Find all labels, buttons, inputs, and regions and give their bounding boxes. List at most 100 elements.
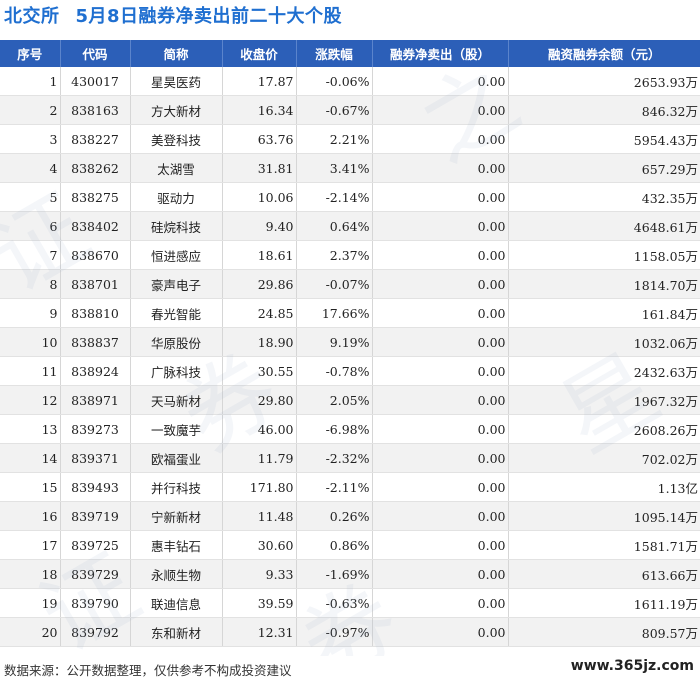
- close-price: 17.87: [222, 67, 297, 96]
- stock-name: 驱动力: [130, 182, 223, 212]
- change-pct: 2.05%: [296, 385, 373, 415]
- net-short-sell: 0.00: [372, 67, 509, 96]
- close-price: 31.81: [222, 153, 297, 183]
- margin-balance: 1611.19万: [508, 588, 700, 618]
- col-header-name: 简称: [130, 40, 223, 67]
- stock-code: 839729: [60, 559, 131, 589]
- change-pct: -2.11%: [296, 472, 373, 502]
- stock-code: 838971: [60, 385, 131, 415]
- row-index: 11: [0, 356, 61, 386]
- stock-name: 广脉科技: [130, 356, 223, 386]
- net-short-sell: 0.00: [372, 269, 509, 299]
- close-price: 11.48: [222, 501, 297, 531]
- net-short-sell: 0.00: [372, 124, 509, 154]
- col-header-balance: 融资融券余额（元）: [508, 40, 700, 67]
- change-pct: -0.07%: [296, 269, 373, 299]
- stock-code: 839790: [60, 588, 131, 618]
- table-row: 1 430017 星昊医药 17.87 -0.06% 0.00 2653.93万: [0, 67, 700, 96]
- row-index: 6: [0, 211, 61, 241]
- close-price: 10.06: [222, 182, 297, 212]
- margin-balance: 1032.06万: [508, 327, 700, 357]
- change-pct: -1.69%: [296, 559, 373, 589]
- stock-name: 华原股份: [130, 327, 223, 357]
- net-short-sell: 0.00: [372, 211, 509, 241]
- table-row: 2 838163 方大新材 16.34 -0.67% 0.00 846.32万: [0, 95, 700, 125]
- net-short-sell: 0.00: [372, 182, 509, 212]
- close-price: 11.79: [222, 443, 297, 473]
- net-short-sell: 0.00: [372, 443, 509, 473]
- stock-code: 838275: [60, 182, 131, 212]
- row-index: 3: [0, 124, 61, 154]
- net-short-sell: 0.00: [372, 385, 509, 415]
- margin-balance: 1581.71万: [508, 530, 700, 560]
- row-index: 19: [0, 588, 61, 618]
- change-pct: -2.32%: [296, 443, 373, 473]
- stock-name: 方大新材: [130, 95, 223, 125]
- row-index: 2: [0, 95, 61, 125]
- stock-name: 并行科技: [130, 472, 223, 502]
- stock-name: 欧福蛋业: [130, 443, 223, 473]
- stock-code: 838227: [60, 124, 131, 154]
- table-row: 14 839371 欧福蛋业 11.79 -2.32% 0.00 702.02万: [0, 443, 700, 473]
- row-index: 13: [0, 414, 61, 444]
- row-index: 9: [0, 298, 61, 328]
- col-header-change: 涨跌幅: [296, 40, 373, 67]
- margin-balance: 702.02万: [508, 443, 700, 473]
- margin-table: 序号 代码 简称 收盘价 涨跌幅 融券净卖出（股） 融资融券余额（元） 1 430…: [0, 40, 700, 647]
- row-index: 4: [0, 153, 61, 183]
- row-index: 10: [0, 327, 61, 357]
- change-pct: -0.67%: [296, 95, 373, 125]
- net-short-sell: 0.00: [372, 414, 509, 444]
- margin-balance: 161.84万: [508, 298, 700, 328]
- close-price: 30.60: [222, 530, 297, 560]
- table-row: 9 838810 春光智能 24.85 17.66% 0.00 161.84万: [0, 298, 700, 328]
- net-short-sell: 0.00: [372, 327, 509, 357]
- net-short-sell: 0.00: [372, 240, 509, 270]
- margin-balance: 613.66万: [508, 559, 700, 589]
- table-row: 7 838670 恒进感应 18.61 2.37% 0.00 1158.05万: [0, 240, 700, 270]
- close-price: 39.59: [222, 588, 297, 618]
- table-row: 3 838227 美登科技 63.76 2.21% 0.00 5954.43万: [0, 124, 700, 154]
- close-price: 9.33: [222, 559, 297, 589]
- net-short-sell: 0.00: [372, 530, 509, 560]
- stock-name: 豪声电子: [130, 269, 223, 299]
- page-footer: 数据来源：公开数据整理，仅供参考不构成投资建议 www.365jz.com: [0, 656, 700, 680]
- data-source-note: 数据来源：公开数据整理，仅供参考不构成投资建议: [4, 663, 292, 678]
- stock-name: 东和新材: [130, 617, 223, 647]
- row-index: 15: [0, 472, 61, 502]
- stock-code: 838701: [60, 269, 131, 299]
- close-price: 29.80: [222, 385, 297, 415]
- stock-code: 838402: [60, 211, 131, 241]
- table-row: 4 838262 太湖雪 31.81 3.41% 0.00 657.29万: [0, 153, 700, 183]
- margin-balance: 2432.63万: [508, 356, 700, 386]
- margin-balance: 1158.05万: [508, 240, 700, 270]
- margin-balance: 657.29万: [508, 153, 700, 183]
- stock-name: 宁新新材: [130, 501, 223, 531]
- row-index: 7: [0, 240, 61, 270]
- stock-code: 838670: [60, 240, 131, 270]
- stock-name: 恒进感应: [130, 240, 223, 270]
- margin-balance: 2608.26万: [508, 414, 700, 444]
- stock-name: 永顺生物: [130, 559, 223, 589]
- table-row: 10 838837 华原股份 18.90 9.19% 0.00 1032.06万: [0, 327, 700, 357]
- close-price: 18.61: [222, 240, 297, 270]
- change-pct: -6.98%: [296, 414, 373, 444]
- change-pct: -0.06%: [296, 67, 373, 96]
- table-row: 13 839273 一致魔芋 46.00 -6.98% 0.00 2608.26万: [0, 414, 700, 444]
- stock-code: 839719: [60, 501, 131, 531]
- net-short-sell: 0.00: [372, 501, 509, 531]
- stock-code: 839493: [60, 472, 131, 502]
- close-price: 12.31: [222, 617, 297, 647]
- table-row: 6 838402 硅烷科技 9.40 0.64% 0.00 4648.61万: [0, 211, 700, 241]
- net-short-sell: 0.00: [372, 559, 509, 589]
- table-body: 1 430017 星昊医药 17.87 -0.06% 0.00 2653.93万 2 83816…: [0, 67, 700, 647]
- net-short-sell: 0.00: [372, 298, 509, 328]
- stock-name: 惠丰钻石: [130, 530, 223, 560]
- change-pct: 9.19%: [296, 327, 373, 357]
- margin-balance: 5954.43万: [508, 124, 700, 154]
- stock-code: 838810: [60, 298, 131, 328]
- change-pct: 0.86%: [296, 530, 373, 560]
- site-watermark-text: www.365jz.com: [570, 658, 694, 674]
- change-pct: 2.37%: [296, 240, 373, 270]
- row-index: 5: [0, 182, 61, 212]
